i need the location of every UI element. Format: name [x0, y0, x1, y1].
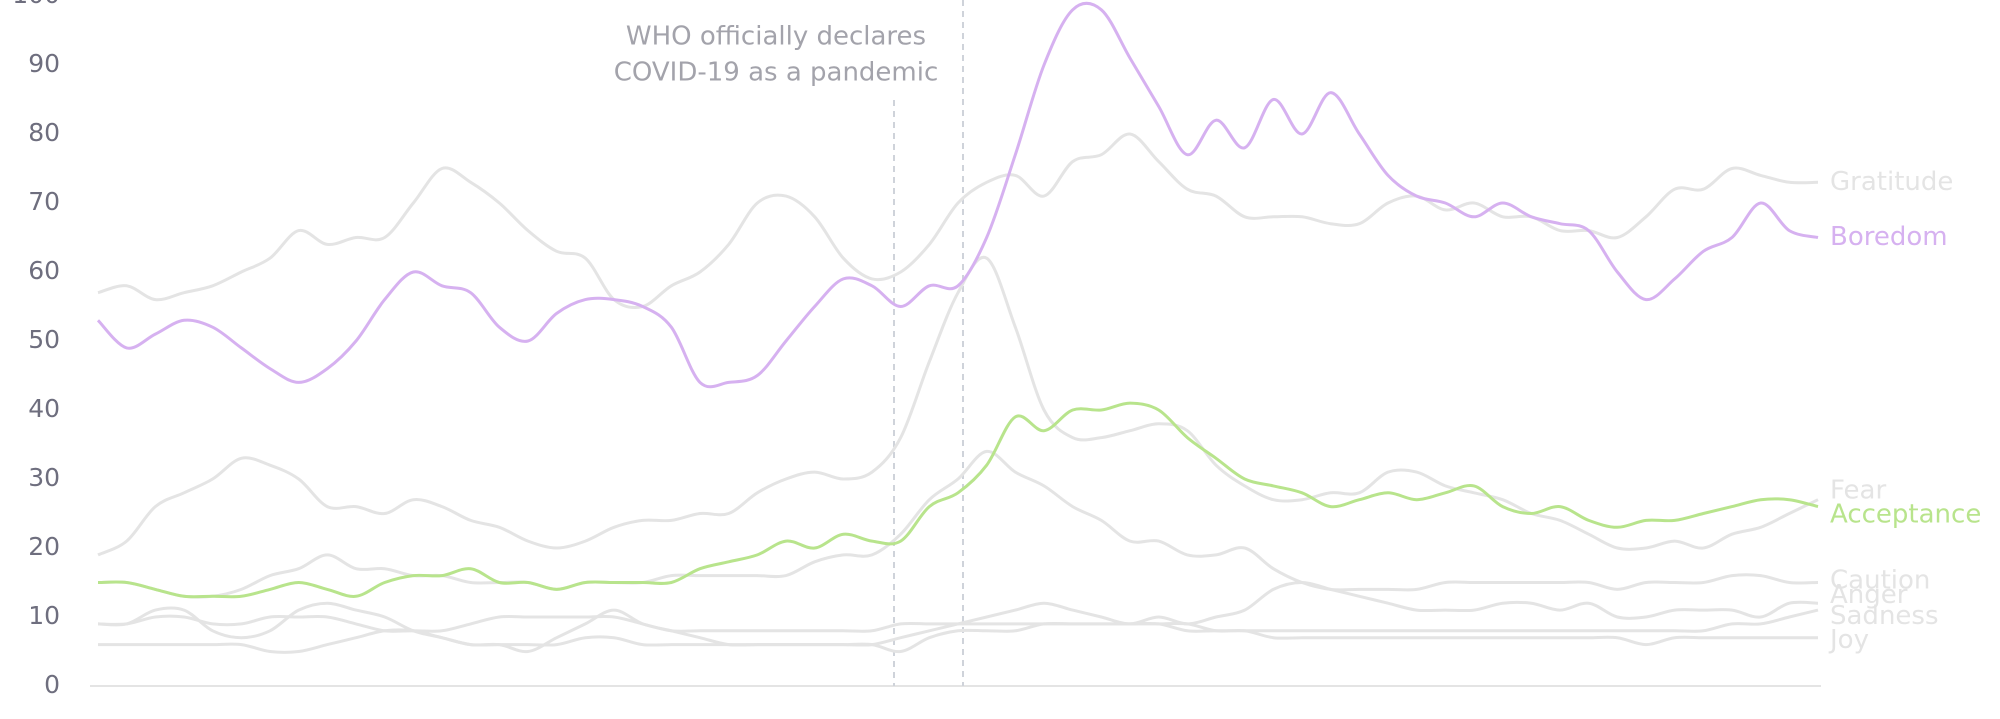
y-tick-label: 0 — [44, 670, 60, 699]
series-label: Anger — [1830, 580, 1908, 610]
series-line — [97, 621, 1818, 654]
annotation: WHO officially declares — [626, 22, 926, 52]
series-line — [97, 132, 1819, 310]
series-line — [97, 401, 1819, 599]
y-tick-label: 40 — [28, 394, 60, 423]
series-label: Boredom — [1830, 222, 1948, 252]
series-label: Sadness — [1830, 601, 1939, 631]
series-label: Gratitude — [1830, 167, 1953, 197]
y-tick-label: 50 — [28, 325, 60, 354]
series-line — [97, 449, 1819, 599]
y-tick-label: 20 — [28, 532, 60, 561]
y-tick-label: 30 — [28, 463, 60, 492]
series-label: Fear — [1830, 476, 1886, 506]
y-tick-label: 60 — [28, 256, 60, 285]
series-label: Acceptance — [1830, 500, 1981, 530]
y-tick-label: 100 — [12, 0, 60, 9]
y-tick-label: 80 — [28, 118, 60, 147]
series-label: Caution — [1830, 565, 1930, 595]
series-label: Joy — [1828, 625, 1869, 655]
y-tick-label: 70 — [28, 187, 60, 216]
series-line — [97, 608, 1819, 633]
series-line — [96, 1, 1819, 389]
series-line — [97, 581, 1819, 654]
annotation: COVID-19 as a pandemic — [614, 58, 939, 88]
series-line — [97, 255, 1819, 557]
y-tick-label: 90 — [28, 49, 60, 78]
y-tick-label: 10 — [28, 601, 60, 630]
